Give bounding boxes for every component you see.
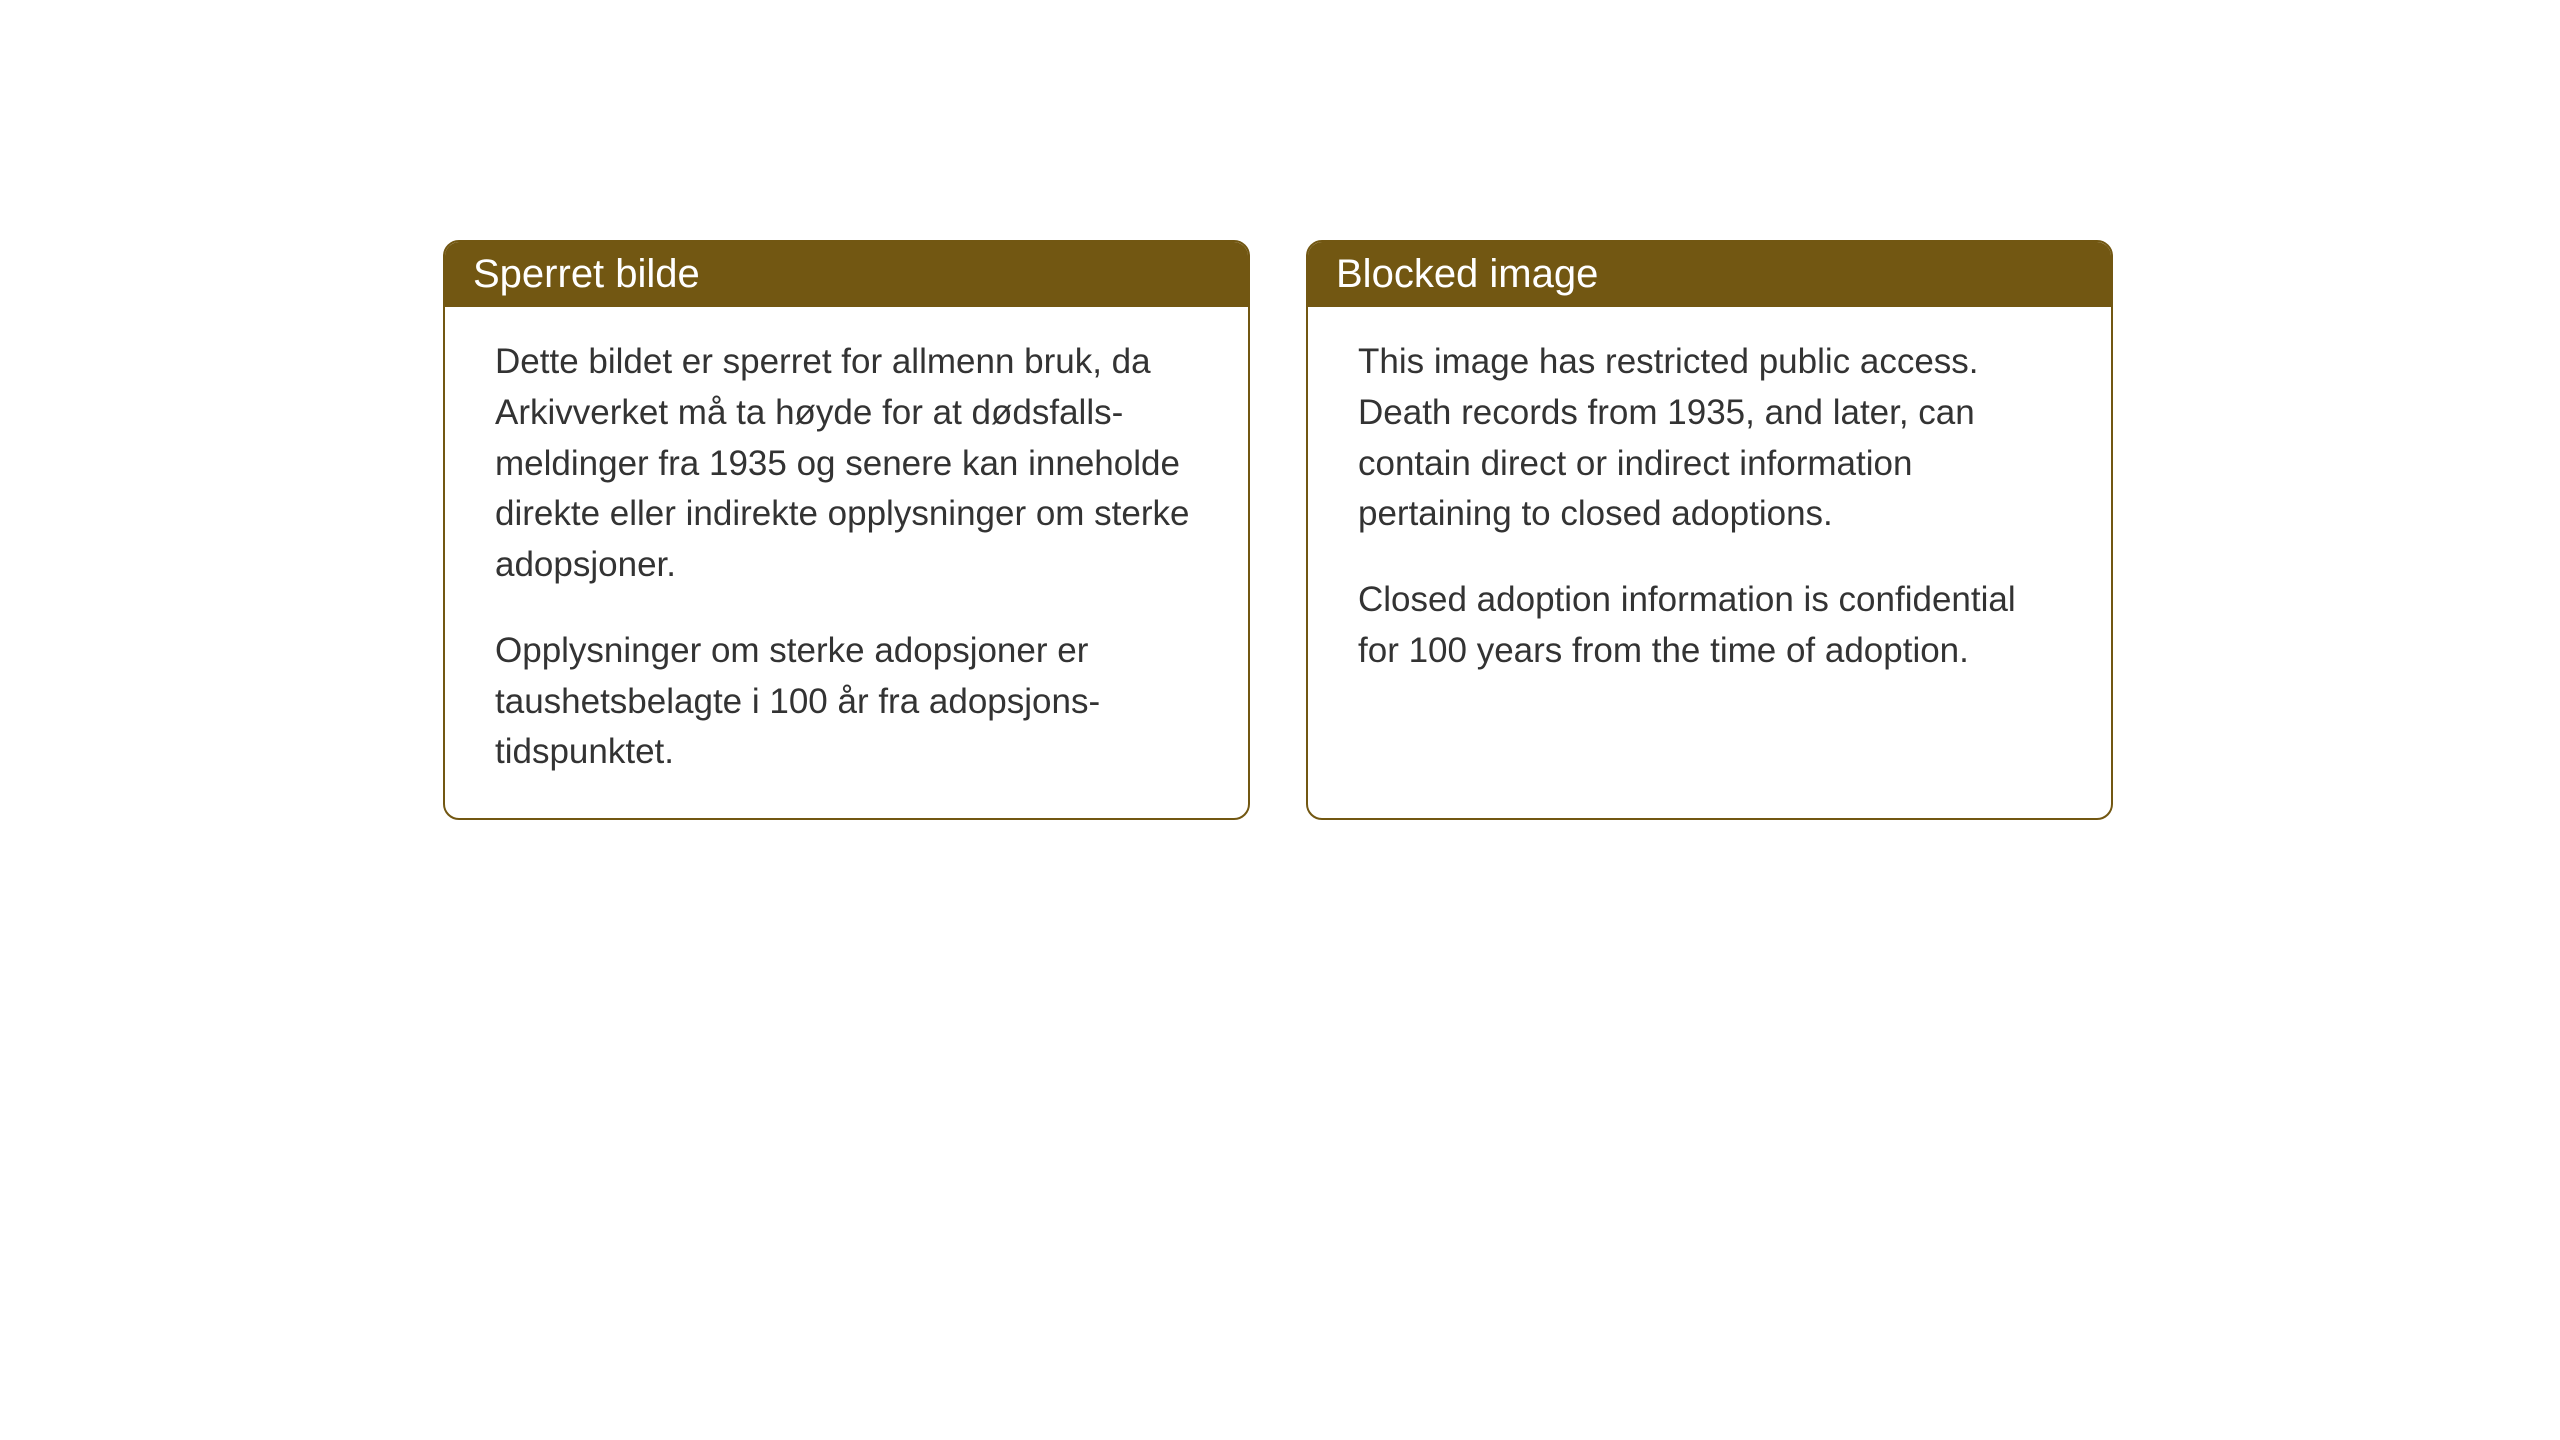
card-english-paragraph-1: This image has restricted public access.…	[1358, 337, 2061, 540]
card-norwegian-body: Dette bildet er sperret for allmenn bruk…	[445, 307, 1248, 818]
card-norwegian-paragraph-2: Opplysninger om sterke adopsjoner er tau…	[495, 626, 1198, 778]
card-norwegian-paragraph-1: Dette bildet er sperret for allmenn bruk…	[495, 337, 1198, 591]
card-norwegian-header: Sperret bilde	[445, 242, 1248, 307]
card-english-header: Blocked image	[1308, 242, 2111, 307]
card-english-body: This image has restricted public access.…	[1308, 307, 2111, 717]
cards-container: Sperret bilde Dette bildet er sperret fo…	[443, 240, 2113, 820]
card-english-paragraph-2: Closed adoption information is confident…	[1358, 575, 2061, 677]
card-english: Blocked image This image has restricted …	[1306, 240, 2113, 820]
card-norwegian: Sperret bilde Dette bildet er sperret fo…	[443, 240, 1250, 820]
